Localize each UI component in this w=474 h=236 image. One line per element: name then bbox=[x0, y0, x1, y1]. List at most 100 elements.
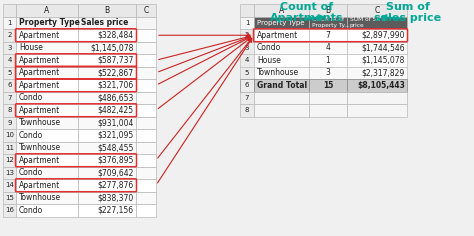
Bar bbox=[136, 154, 156, 167]
Text: Property Type: Property Type bbox=[257, 20, 304, 26]
Bar bbox=[309, 4, 347, 17]
Bar bbox=[136, 67, 156, 79]
Bar bbox=[347, 104, 407, 117]
Text: $277,876: $277,876 bbox=[98, 181, 134, 190]
Text: 3: 3 bbox=[326, 68, 330, 77]
Bar bbox=[254, 42, 309, 54]
Bar bbox=[347, 92, 407, 104]
Text: 11: 11 bbox=[5, 145, 14, 151]
Text: $548,455: $548,455 bbox=[98, 143, 134, 152]
Bar bbox=[136, 117, 156, 129]
Text: 5: 5 bbox=[7, 70, 12, 76]
Bar bbox=[347, 79, 407, 92]
Bar bbox=[254, 67, 309, 79]
Bar bbox=[78, 167, 136, 179]
Text: $482,425: $482,425 bbox=[98, 106, 134, 115]
Bar bbox=[78, 4, 136, 17]
Bar bbox=[240, 42, 254, 54]
Bar bbox=[136, 167, 156, 179]
Bar bbox=[136, 42, 156, 54]
Text: $2,897,990: $2,897,990 bbox=[362, 31, 405, 40]
Text: 5: 5 bbox=[245, 70, 249, 76]
Bar bbox=[136, 129, 156, 142]
Bar bbox=[16, 92, 78, 104]
Bar bbox=[3, 17, 16, 29]
Text: Condo: Condo bbox=[19, 93, 43, 102]
Bar bbox=[347, 42, 407, 54]
Bar bbox=[3, 204, 16, 216]
Text: 4: 4 bbox=[7, 57, 12, 63]
Text: Property Type: Property Type bbox=[19, 18, 80, 27]
Text: 7: 7 bbox=[7, 95, 12, 101]
Bar bbox=[240, 17, 254, 29]
Bar bbox=[78, 117, 136, 129]
Bar bbox=[78, 142, 136, 154]
Bar bbox=[309, 92, 347, 104]
Bar bbox=[78, 17, 136, 29]
Bar bbox=[3, 129, 16, 142]
Text: 2: 2 bbox=[245, 32, 249, 38]
Bar bbox=[347, 4, 407, 17]
Text: Sum of
sales price: Sum of sales price bbox=[374, 2, 442, 23]
Bar bbox=[309, 67, 347, 79]
Text: $227,156: $227,156 bbox=[98, 206, 134, 215]
Bar bbox=[16, 204, 78, 216]
Bar bbox=[78, 104, 136, 117]
Text: $328,484: $328,484 bbox=[98, 31, 134, 40]
Text: 6: 6 bbox=[245, 82, 249, 88]
Text: $321,706: $321,706 bbox=[98, 81, 134, 90]
Text: $321,095: $321,095 bbox=[98, 131, 134, 140]
Bar bbox=[16, 54, 78, 67]
Bar bbox=[136, 104, 156, 117]
Text: B: B bbox=[326, 6, 330, 15]
Bar bbox=[16, 104, 78, 117]
Bar bbox=[78, 67, 136, 79]
Bar bbox=[78, 29, 136, 42]
Text: Townhouse: Townhouse bbox=[257, 68, 299, 77]
Text: 4: 4 bbox=[245, 57, 249, 63]
Text: COUNTA of
Property Ty...: COUNTA of Property Ty... bbox=[312, 17, 350, 28]
Bar bbox=[16, 79, 78, 92]
Text: 2: 2 bbox=[7, 32, 12, 38]
Bar bbox=[3, 142, 16, 154]
Text: Condo: Condo bbox=[257, 43, 281, 52]
Bar bbox=[136, 179, 156, 191]
Bar bbox=[78, 204, 136, 216]
Bar bbox=[78, 42, 136, 54]
Bar bbox=[136, 204, 156, 216]
Bar bbox=[240, 67, 254, 79]
Bar bbox=[254, 92, 309, 104]
Text: Condo: Condo bbox=[19, 206, 43, 215]
Bar bbox=[254, 29, 309, 42]
Bar bbox=[347, 29, 407, 42]
Text: Apartment: Apartment bbox=[19, 106, 60, 115]
Bar bbox=[309, 17, 347, 29]
Text: Grand Total: Grand Total bbox=[257, 81, 307, 90]
Text: Apartment: Apartment bbox=[257, 31, 298, 40]
Bar bbox=[240, 4, 254, 17]
Text: C: C bbox=[143, 6, 149, 15]
Bar bbox=[3, 67, 16, 79]
Text: A: A bbox=[279, 6, 284, 15]
Text: Count of
Apartments: Count of Apartments bbox=[270, 2, 344, 23]
Text: $1,744,546: $1,744,546 bbox=[361, 43, 405, 52]
Bar bbox=[3, 42, 16, 54]
Text: 7: 7 bbox=[245, 95, 249, 101]
Bar bbox=[16, 67, 78, 79]
Text: Apartment: Apartment bbox=[19, 81, 60, 90]
Text: Apartment: Apartment bbox=[19, 68, 60, 77]
Bar bbox=[254, 104, 309, 117]
Bar bbox=[16, 17, 78, 29]
Bar bbox=[16, 129, 78, 142]
Text: 7: 7 bbox=[326, 31, 330, 40]
Bar bbox=[16, 179, 78, 191]
Bar bbox=[78, 179, 136, 191]
Text: $838,370: $838,370 bbox=[98, 193, 134, 202]
Text: $376,895: $376,895 bbox=[98, 156, 134, 165]
Bar bbox=[78, 92, 136, 104]
Bar bbox=[347, 54, 407, 67]
Text: Townhouse: Townhouse bbox=[19, 143, 61, 152]
Text: 6: 6 bbox=[7, 82, 12, 88]
Bar bbox=[240, 29, 254, 42]
Bar bbox=[309, 54, 347, 67]
